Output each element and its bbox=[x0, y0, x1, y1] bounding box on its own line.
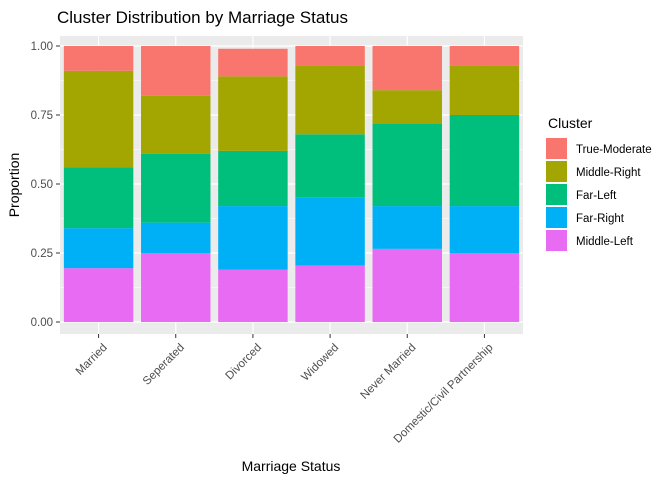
legend: Cluster True-Moderate Middle-Right Far-Lef… bbox=[546, 115, 652, 251]
legend-key bbox=[546, 184, 567, 205]
legend-label: Middle-Left bbox=[576, 236, 634, 248]
bar-segment-middle-left bbox=[63, 268, 134, 322]
legend-key bbox=[546, 230, 567, 251]
bar-segment-middle-left bbox=[141, 253, 211, 322]
x-axis: Married Seperated Divorced Widowed Never Mar… bbox=[74, 334, 496, 446]
plot-panel bbox=[60, 36, 523, 334]
bars bbox=[63, 46, 520, 322]
bar-segment-middle-right bbox=[63, 70, 134, 168]
y-tick-label: 0.75 bbox=[31, 110, 53, 122]
bar-segment-middle-right bbox=[372, 90, 442, 124]
legend-title: Cluster bbox=[548, 115, 593, 131]
bar-segment-far-left bbox=[449, 115, 520, 207]
bar-segment-true-moderate bbox=[372, 46, 442, 91]
bar-segment-middle-right bbox=[218, 76, 288, 151]
bar-segment-far-right bbox=[295, 197, 365, 266]
legend-key bbox=[546, 161, 567, 182]
bar-segment-far-left bbox=[63, 167, 134, 229]
bar-segment-middle-left bbox=[372, 248, 442, 322]
bar-segment-middle-right bbox=[295, 65, 365, 135]
x-axis-title: Marriage Status bbox=[242, 458, 341, 474]
bar-segment-middle-left bbox=[295, 265, 365, 322]
bar-segment-true-moderate bbox=[218, 48, 288, 77]
legend-key bbox=[546, 138, 567, 159]
bar-segment-far-left bbox=[295, 134, 365, 198]
bar-segment-far-left bbox=[218, 150, 288, 207]
minor-gridlines bbox=[60, 80, 523, 288]
bar-segment-true-moderate bbox=[295, 46, 365, 66]
y-tick-label: 0.25 bbox=[31, 248, 53, 260]
bar-segment-far-right bbox=[449, 206, 520, 253]
bar-segment-true-moderate bbox=[449, 46, 520, 66]
y-axis-title: Proportion bbox=[6, 153, 22, 218]
y-tick-label: 0.00 bbox=[31, 317, 53, 329]
bar-segment-far-right bbox=[141, 222, 211, 253]
legend-label: True-Moderate bbox=[576, 144, 652, 156]
bar-segment-middle-left bbox=[449, 253, 520, 322]
legend-label: Far-Left bbox=[576, 190, 617, 202]
y-tick-label: 0.50 bbox=[31, 179, 53, 191]
x-tick-label: Divorced bbox=[224, 342, 265, 383]
y-tick-label: 1.00 bbox=[31, 41, 53, 53]
bar-segment-far-right bbox=[218, 206, 288, 270]
bar-segment-true-moderate bbox=[141, 46, 211, 96]
y-axis: 0.00 0.25 0.50 0.75 1.00 bbox=[31, 41, 60, 329]
bar-segment-middle-right bbox=[449, 65, 520, 115]
bar-segment-far-left bbox=[372, 123, 442, 207]
x-tick-label: Seperated bbox=[141, 342, 187, 388]
bar-segment-middle-left bbox=[218, 269, 288, 322]
x-tick-label: Married bbox=[74, 342, 110, 378]
bar-segment-true-moderate bbox=[63, 46, 134, 71]
bar-segment-far-left bbox=[141, 153, 211, 223]
bar-segment-far-right bbox=[372, 206, 442, 249]
legend-key bbox=[546, 207, 567, 228]
x-tick-label: Never Married bbox=[358, 342, 418, 402]
chart-title: Cluster Distribution by Marriage Status bbox=[57, 8, 348, 27]
legend-label: Middle-Right bbox=[576, 167, 641, 179]
bar-segment-middle-right bbox=[141, 95, 211, 154]
legend-label: Far-Right bbox=[576, 213, 625, 225]
x-tick-label: Widowed bbox=[299, 342, 341, 384]
bar-segment-far-right bbox=[63, 228, 134, 269]
